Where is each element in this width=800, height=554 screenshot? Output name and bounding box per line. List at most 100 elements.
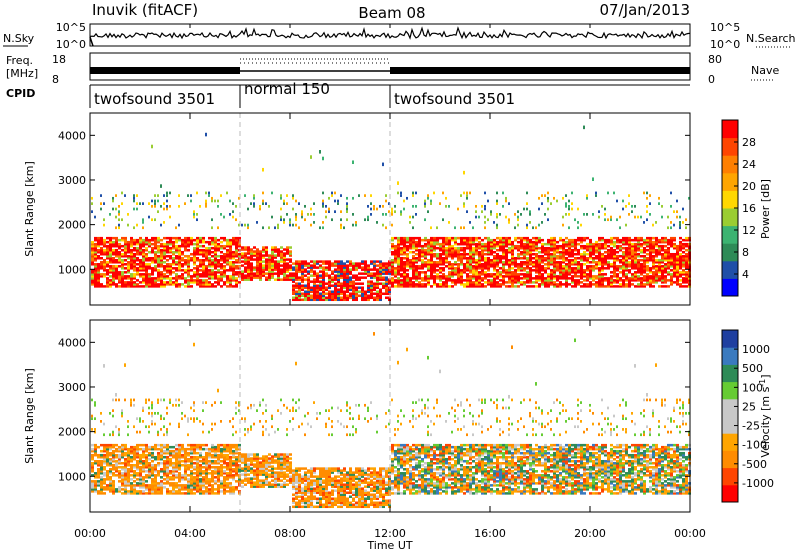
echo-cell [217, 281, 220, 284]
echo-cell [601, 257, 604, 260]
echo-cell [550, 269, 553, 272]
echo-cell [157, 283, 160, 286]
echo-cell-upper [571, 202, 573, 205]
echo-cell [121, 447, 124, 451]
echo-cell [634, 259, 637, 262]
echo-cell [571, 238, 574, 242]
echo-cell [673, 259, 676, 262]
echo-cell [499, 267, 502, 270]
echo-cell [220, 236, 223, 240]
echo-cell-upper [490, 210, 492, 214]
echo-cell-upper [571, 191, 573, 195]
echo-cell [130, 449, 133, 453]
echo-cell [178, 468, 181, 471]
echo-cell [583, 273, 586, 276]
echo-cell [112, 250, 115, 254]
echo-cell [109, 453, 112, 457]
echo-cell [316, 272, 319, 275]
echo-cell [103, 480, 106, 483]
echo-cell [193, 263, 196, 266]
echo-cell [163, 257, 166, 260]
echo-cell [397, 283, 400, 286]
echo-cell [490, 285, 493, 288]
echo-cell [577, 269, 580, 272]
echo-cell [127, 453, 130, 457]
echo-cell [232, 285, 235, 288]
echo-cell [256, 250, 259, 253]
echo-cell [577, 250, 580, 254]
echo-cell [196, 252, 199, 256]
echo-cell [148, 474, 151, 477]
echo-cell [190, 451, 193, 455]
echo-cell [601, 254, 604, 258]
echo-cell [568, 263, 571, 266]
echo-cell [532, 277, 535, 280]
echo-cell [103, 486, 106, 489]
echo-cell-upper [286, 213, 288, 216]
echo-cell [214, 275, 217, 278]
echo-cell [283, 278, 286, 281]
echo-cell-upper [649, 202, 651, 205]
echo-cell [292, 292, 295, 296]
echo-cell [100, 250, 103, 254]
echo-cell [166, 470, 169, 473]
echo-cell [658, 259, 661, 262]
echo-cell [382, 278, 385, 281]
echo-cell [364, 260, 367, 263]
echo-cell [118, 476, 121, 479]
echo-cell [544, 250, 547, 254]
echo-cell [370, 262, 373, 265]
echo-cell-upper [166, 204, 168, 208]
echo-cell [91, 488, 94, 491]
echo-cell [478, 263, 481, 266]
echo-cell [499, 236, 502, 240]
echo-cell [640, 273, 643, 276]
echo-cell [97, 480, 100, 483]
echo-cell [655, 254, 658, 258]
echo-cell [616, 250, 619, 254]
echo-cell [142, 273, 145, 276]
echo-cell-upper [289, 223, 291, 227]
echo-cell-upper [595, 194, 597, 197]
echo-cell [202, 267, 205, 270]
echo-cell [355, 276, 358, 279]
echo-cell [424, 236, 427, 240]
echo-cell [259, 262, 262, 265]
echo-cell [232, 271, 235, 274]
echo-cell [157, 492, 160, 495]
echo-cell [178, 261, 181, 264]
echo-cell [457, 248, 460, 252]
echo-cell [652, 273, 655, 276]
echo-cell [106, 257, 109, 260]
echo-cell [349, 294, 352, 298]
echo-cell [157, 457, 160, 461]
echo-cell [355, 262, 358, 265]
echo-cell [112, 482, 115, 485]
echo-cell [535, 236, 538, 240]
echo-cell [232, 257, 235, 260]
echo-cell [346, 278, 349, 281]
echo-cell [481, 263, 484, 266]
echo-cell [388, 270, 391, 273]
echo-cell [367, 270, 370, 273]
echo-cell [586, 265, 589, 268]
echo-cell [472, 257, 475, 260]
echo-cell-upper [430, 202, 432, 205]
echo-cell-upper [370, 194, 372, 197]
echo-cell [232, 267, 235, 270]
echo-cell [181, 476, 184, 479]
echo-cell [469, 271, 472, 274]
echo-cell [526, 242, 529, 246]
echo-cell [517, 240, 520, 244]
echo-cell [328, 290, 331, 293]
echo-cell [316, 298, 319, 302]
echo-cell [172, 246, 175, 250]
echo-cell-upper [373, 204, 375, 208]
echo-cell [682, 246, 685, 250]
echo-cell [187, 486, 190, 489]
echo-cell [142, 269, 145, 272]
echo-cell-upper [94, 215, 96, 219]
echo-cell [571, 259, 574, 262]
echo-cell [475, 238, 478, 242]
echo-cell [160, 265, 163, 268]
